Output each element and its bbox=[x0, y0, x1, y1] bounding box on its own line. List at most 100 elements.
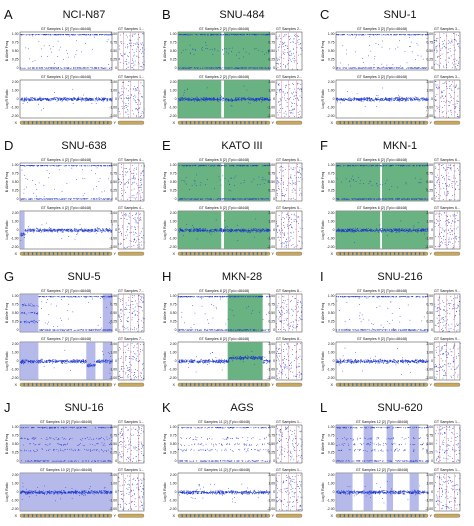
shaded-region bbox=[409, 425, 419, 463]
ideogram-band bbox=[385, 252, 387, 256]
ideogram-band bbox=[189, 252, 192, 256]
chrom-x-label: X bbox=[330, 383, 333, 387]
ideogram-band bbox=[86, 514, 88, 518]
baf-side-tick-label: 0.75 bbox=[268, 172, 275, 176]
baf-track-title: GT Samples 9 [2] (Tp/c=48448) bbox=[357, 289, 407, 293]
panel-letter: B bbox=[162, 7, 171, 22]
ideogram-band bbox=[103, 121, 105, 125]
baf-plot-area bbox=[335, 31, 429, 71]
baf-tick-label: 0.50 bbox=[12, 311, 19, 315]
ideogram-band bbox=[82, 252, 84, 256]
ideogram-band bbox=[90, 121, 92, 125]
ideogram-band bbox=[23, 514, 25, 518]
ideogram-band bbox=[94, 252, 96, 256]
lrr-tick-label: 2.00 bbox=[328, 211, 335, 215]
chromosome-ideogram bbox=[177, 382, 303, 387]
baf-tick-label: 0.50 bbox=[170, 49, 177, 53]
lrr-plot-area bbox=[19, 79, 113, 119]
ideogram-band bbox=[107, 514, 109, 518]
baf-tick-label: 0.50 bbox=[328, 49, 335, 53]
ideogram-band bbox=[98, 121, 101, 125]
ideogram-band bbox=[352, 383, 354, 387]
baf-side-tick-label: 0 bbox=[273, 328, 275, 332]
ideogram-band bbox=[414, 514, 417, 518]
baf-axis-label: B Allele Freq bbox=[163, 434, 167, 454]
baf-tick-label: 0.25 bbox=[170, 320, 177, 324]
shaded-region bbox=[86, 342, 96, 380]
ideogram-band bbox=[419, 252, 421, 256]
ideogram-band bbox=[61, 514, 63, 518]
baf-tick-label: 0.75 bbox=[170, 434, 177, 438]
ideogram-band bbox=[219, 383, 221, 387]
ideogram-band bbox=[23, 121, 25, 125]
baf-axis-label: B Allele Freq bbox=[5, 434, 9, 454]
ideogram-band bbox=[406, 252, 408, 256]
ideogram-band bbox=[356, 514, 358, 518]
ideogram-band bbox=[90, 383, 92, 387]
lrr-tick-label: 0 bbox=[333, 97, 335, 101]
chrom-y-label: Y bbox=[429, 121, 432, 125]
lrr-tick-label: -2.00 bbox=[11, 376, 19, 380]
chrom-y-label: Y bbox=[271, 121, 274, 125]
baf-tick-label: 1.00 bbox=[328, 163, 335, 167]
baf-side-tick-label: 1.00 bbox=[268, 32, 275, 36]
ideogram-band bbox=[373, 252, 375, 256]
ideogram-band bbox=[202, 514, 204, 518]
ideogram-band bbox=[98, 383, 101, 387]
ideogram-band bbox=[368, 252, 371, 256]
shaded-region bbox=[20, 211, 25, 249]
baf-side-tick-label: 0.75 bbox=[110, 303, 117, 307]
baf-tick-label: 0.25 bbox=[12, 451, 19, 455]
baf-side-tick-label: 0.25 bbox=[268, 189, 275, 193]
ideogram-band bbox=[402, 252, 404, 256]
baf-side-tick-label: 0.50 bbox=[110, 49, 117, 53]
lrr-track-title: GT Samples 4 [2] (Tp/c=48448) bbox=[41, 206, 91, 210]
lrr-axis-label: Log R Ratio bbox=[5, 483, 9, 502]
baf-side-plot bbox=[117, 31, 145, 71]
ideogram-band bbox=[343, 121, 345, 125]
panel-letter: E bbox=[162, 138, 171, 153]
ideogram-side-bar bbox=[275, 251, 303, 256]
ideogram-band bbox=[381, 252, 383, 256]
baf-side-tick-label: 0.25 bbox=[268, 451, 275, 455]
chromosome-ideogram bbox=[177, 513, 303, 518]
baf-side-tick-label: 0.50 bbox=[268, 180, 275, 184]
shaded-region bbox=[336, 425, 353, 463]
baf-side-points bbox=[276, 33, 303, 70]
baf-track-title: GT Samples 6 [2] (Tp/c=48448) bbox=[357, 158, 407, 162]
lrr-side-title: GT Samples 1... bbox=[118, 468, 144, 472]
lrr-side-tick-label: -1.00 bbox=[267, 368, 275, 372]
ideogram-band bbox=[77, 383, 80, 387]
lrr-tick-label: -1.00 bbox=[169, 499, 177, 503]
ideogram-band bbox=[77, 121, 80, 125]
lrr-tick-label: -1.00 bbox=[327, 499, 335, 503]
ideogram-band bbox=[61, 383, 63, 387]
ideogram-band bbox=[414, 252, 417, 256]
ideogram-band bbox=[27, 121, 29, 125]
baf-track-title: GT Samples 1 [2] (Tp/c=48448) bbox=[41, 27, 91, 31]
baf-tick-label: 1.00 bbox=[328, 294, 335, 298]
ideogram-band bbox=[194, 121, 196, 125]
baf-axis-label: B Allele Freq bbox=[5, 303, 9, 323]
baf-side-tick-label: 0 bbox=[431, 197, 433, 201]
ideogram-band bbox=[244, 383, 246, 387]
lrr-side-tick-label: 0 bbox=[431, 490, 433, 494]
baf-track-title: GT Samples 10 [2] (Tp/c=48448) bbox=[40, 420, 92, 424]
lrr-tick-label: 0 bbox=[333, 490, 335, 494]
chrom-y-label: Y bbox=[271, 383, 274, 387]
lrr-tick-label: 0 bbox=[17, 97, 19, 101]
ideogram-band bbox=[381, 383, 383, 387]
chromosome-ideogram bbox=[19, 382, 145, 387]
lrr-axis-label: Log R Ratio bbox=[163, 352, 167, 371]
baf-tick-label: 0.75 bbox=[328, 172, 335, 176]
chrom-y-label: Y bbox=[271, 514, 274, 518]
ideogram-band bbox=[356, 121, 358, 125]
baf-side-tick-label: 0.25 bbox=[110, 189, 117, 193]
panel-d: D SNU-638 GT Samples 4 [2] (Tp/c=48448) GT … bbox=[4, 138, 145, 256]
baf-axis-label: B Allele Freq bbox=[5, 41, 9, 61]
baf-side-tick-label: 0.50 bbox=[426, 49, 433, 53]
chromosome-ideogram bbox=[19, 120, 145, 125]
ideogram-band bbox=[419, 121, 421, 125]
lrr-side-title: GT Samples 6... bbox=[434, 206, 460, 210]
baf-tick-label: 0 bbox=[17, 459, 19, 463]
